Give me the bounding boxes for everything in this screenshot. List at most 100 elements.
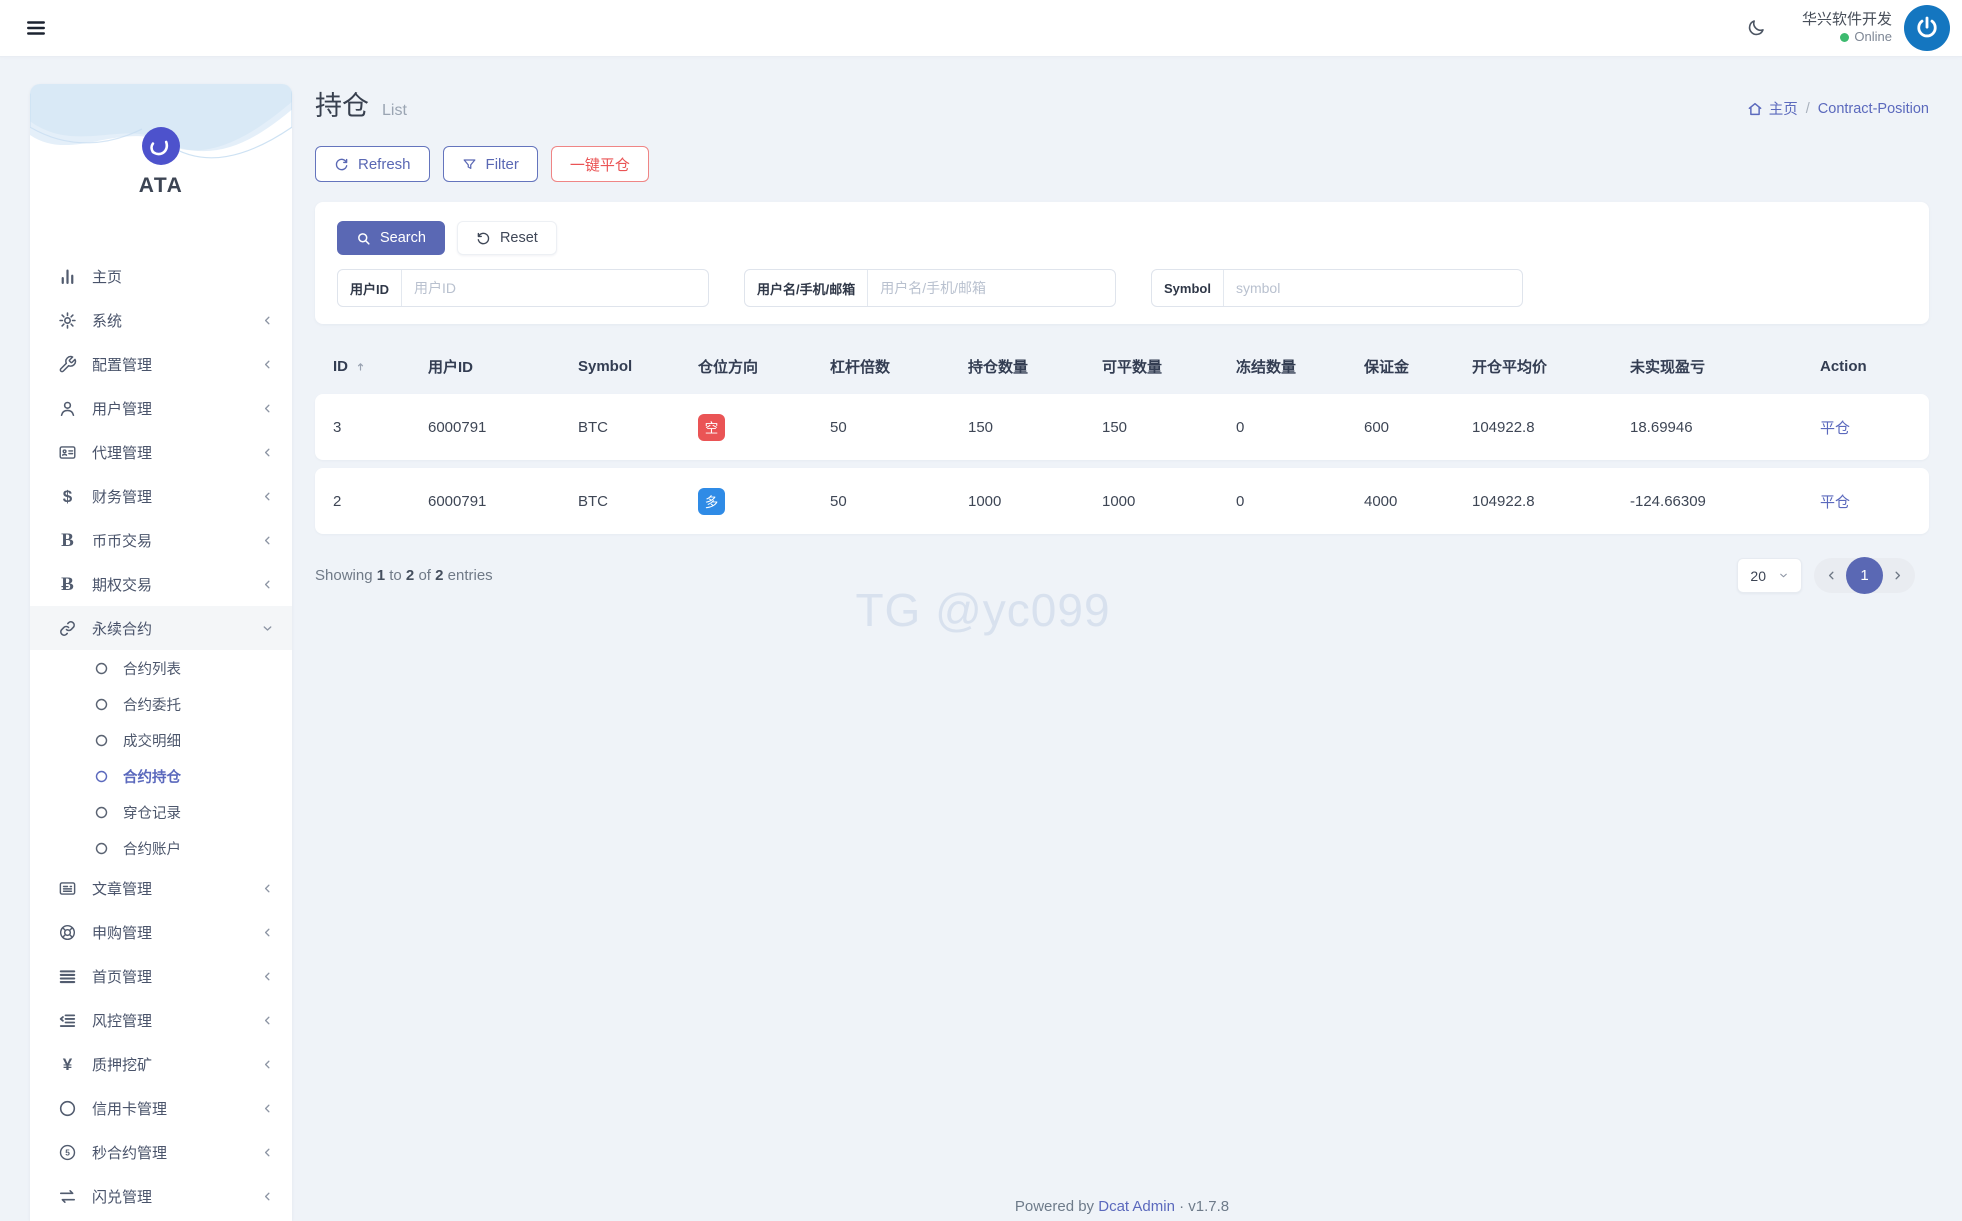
menu-icon (25, 17, 47, 39)
cell-position: 1000 (968, 492, 1002, 510)
dcat-admin-link[interactable]: Dcat Admin (1098, 1198, 1175, 1215)
user-menu[interactable]: 华兴软件开发 Online (1802, 10, 1892, 46)
user-avatar[interactable] (1904, 5, 1950, 51)
filter-button[interactable]: Filter (442, 146, 538, 182)
submenu-item-contract-accounts[interactable]: 合约账户 (30, 830, 292, 866)
sidebar-item-options-trade[interactable]: Ƀ 期权交易 (30, 562, 292, 606)
circle-bullet-icon (94, 733, 109, 748)
sidebar-item-risk-control[interactable]: 风控管理 (30, 998, 292, 1042)
refresh-button[interactable]: Refresh (315, 146, 430, 182)
chevron-left-icon (261, 534, 274, 547)
close-position-link[interactable]: 平仓 (1820, 493, 1851, 511)
entries-summary: Showing 1 to 2 of 2 entries (315, 567, 493, 584)
sidebar-item-agents[interactable]: 代理管理 (30, 430, 292, 474)
cell-avg-price: 104922.8 (1472, 492, 1535, 510)
brand-logo-icon (142, 127, 180, 165)
filter-icon (462, 157, 477, 172)
chevron-left-icon (261, 1146, 274, 1159)
next-page-button[interactable] (1884, 558, 1911, 593)
cell-frozen: 0 (1236, 492, 1245, 510)
cell-direction: 空 (698, 413, 830, 441)
pager: 1 (1814, 557, 1915, 594)
life-ring-icon (58, 923, 77, 942)
username-field-group: 用户名/手机/邮箱 (744, 269, 1116, 307)
circle-bullet-icon (94, 769, 109, 784)
column-header-symbol: Symbol (578, 357, 633, 375)
table-row: 2 6000791 BTC 多 50 1000 1000 0 4000 1049… (315, 468, 1929, 534)
sidebar-item-homepage[interactable]: 首页管理 (30, 954, 292, 998)
search-button[interactable]: Search (337, 221, 445, 255)
column-header-position: 持仓数量 (968, 358, 1029, 376)
column-header-unrealized-pnl: 未实现盈亏 (1630, 358, 1706, 376)
sidebar-item-system[interactable]: 系统 (30, 298, 292, 342)
online-status-label: Online (1854, 29, 1892, 45)
sidebar-menu: 主页 系统 配置管理 用户管理 代理管理 $ 财务管理 B (30, 254, 292, 1218)
submenu-item-liquidation-records[interactable]: 穿仓记录 (30, 794, 292, 830)
main-content: 持仓 List 主页 / Contract-Position Refresh F… (315, 56, 1929, 594)
username-input[interactable] (868, 270, 1115, 306)
page-subtitle: List (382, 102, 407, 119)
column-header-margin: 保证金 (1364, 358, 1410, 376)
sidebar-header: ATA (30, 84, 292, 230)
page-title: 持仓 (315, 91, 369, 121)
moon-icon (1746, 18, 1766, 38)
column-header-frozen: 冻结数量 (1236, 358, 1297, 376)
cell-direction: 多 (698, 487, 830, 515)
username-field-label: 用户名/手机/邮箱 (745, 270, 869, 306)
chevron-left-icon (261, 1014, 274, 1027)
submenu-item-contract-list[interactable]: 合约列表 (30, 650, 292, 686)
user-id-field-group: 用户ID (337, 269, 709, 307)
per-page-select[interactable]: 20 (1737, 558, 1802, 593)
refresh-icon (334, 157, 349, 172)
waves-decoration (30, 84, 292, 159)
close-all-positions-button[interactable]: 一键平仓 (550, 146, 649, 182)
entries-total: 2 (435, 567, 444, 584)
close-position-link[interactable]: 平仓 (1820, 419, 1851, 437)
sidebar-item-config[interactable]: 配置管理 (30, 342, 292, 386)
cell-frozen: 0 (1236, 418, 1245, 436)
submenu-item-contract-positions[interactable]: 合约持仓 (30, 758, 292, 794)
toolbar: Refresh Filter 一键平仓 (315, 146, 1929, 182)
symbol-field-label: Symbol (1152, 270, 1224, 306)
column-header-id[interactable]: ID (333, 358, 428, 375)
sidebar-item-perpetual-contract[interactable]: 永续合约 (30, 606, 292, 650)
reset-button[interactable]: Reset (456, 221, 557, 255)
breadcrumb: 主页 / Contract-Position (1747, 98, 1929, 119)
breadcrumb-current[interactable]: Contract-Position (1817, 100, 1929, 117)
sort-asc-icon[interactable] (354, 360, 367, 373)
online-status-dot (1840, 33, 1850, 43)
circle-bullet-icon (94, 841, 109, 856)
gear-icon (58, 311, 77, 330)
sidebar-item-spot-trade[interactable]: B 币币交易 (30, 518, 292, 562)
sidebar-item-seconds-contract[interactable]: 5 秒合约管理 (30, 1130, 292, 1174)
circle-bullet-icon (94, 805, 109, 820)
current-page-button[interactable]: 1 (1846, 557, 1883, 594)
power-icon (1914, 15, 1940, 41)
chevron-left-icon (261, 882, 274, 895)
previous-page-button[interactable] (1818, 558, 1845, 593)
sidebar-item-articles[interactable]: 文章管理 (30, 866, 292, 910)
sidebar-item-finance[interactable]: $ 财务管理 (30, 474, 292, 518)
sidebar-item-users[interactable]: 用户管理 (30, 386, 292, 430)
sidebar-item-credit-card[interactable]: 信用卡管理 (30, 1086, 292, 1130)
seconds-5-icon: 5 (58, 1143, 77, 1162)
id-card-icon (58, 443, 77, 462)
breadcrumb-home-link[interactable]: 主页 (1747, 98, 1798, 119)
sidebar-item-flash-exchange[interactable]: 闪兑管理 (30, 1174, 292, 1218)
symbol-input[interactable] (1223, 270, 1522, 306)
submenu-item-trade-details[interactable]: 成交明细 (30, 722, 292, 758)
sidebar-item-subscription[interactable]: 申购管理 (30, 910, 292, 954)
submenu-item-contract-orders[interactable]: 合约委托 (30, 686, 292, 722)
cell-user-id: 6000791 (428, 418, 487, 436)
sidebar-item-home[interactable]: 主页 (30, 254, 292, 298)
breadcrumb-separator: / (1805, 100, 1810, 117)
chevron-left-icon (261, 490, 274, 503)
yen-icon: ¥ (62, 1054, 73, 1074)
user-id-field-label: 用户ID (338, 270, 403, 306)
user-id-input[interactable] (402, 270, 708, 306)
dark-mode-toggle-button[interactable] (1738, 10, 1774, 46)
sidebar-item-staking-mining[interactable]: ¥ 质押挖矿 (30, 1042, 292, 1086)
sidebar-toggle-button[interactable] (18, 10, 54, 46)
cell-user-id: 6000791 (428, 492, 487, 510)
circle-icon (58, 1099, 77, 1118)
